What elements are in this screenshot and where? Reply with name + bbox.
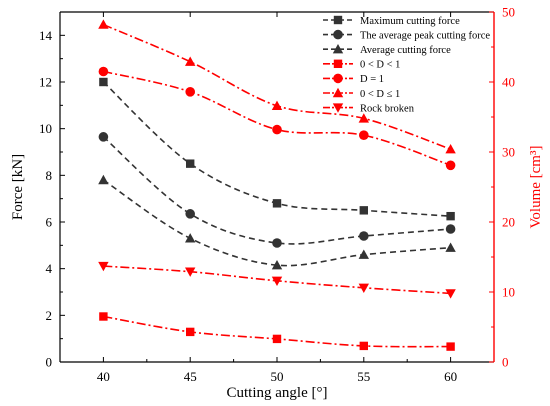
legend-label: Average cutting force	[360, 45, 451, 56]
data-point	[271, 259, 283, 270]
y-left-axis-title: Force [kN]	[10, 154, 26, 220]
series-2	[98, 132, 456, 248]
data-point	[445, 242, 456, 252]
data-point	[271, 276, 283, 286]
series-line	[102, 136, 451, 245]
data-point	[98, 132, 109, 142]
y-left-tick-label: 0	[46, 355, 53, 370]
data-point	[185, 87, 195, 97]
y-right-axis-title: Volume [cm³]	[528, 146, 544, 229]
y-left-tick-label: 14	[39, 28, 53, 43]
data-point	[99, 312, 108, 321]
legend-marker	[332, 44, 344, 54]
data-point	[358, 249, 369, 259]
data-point	[445, 160, 456, 171]
y-left-tick-label: 4	[46, 261, 53, 276]
series-4	[99, 312, 455, 351]
y-right-tick-label: 50	[502, 5, 515, 20]
data-point	[359, 130, 369, 140]
legend-item: 0 < D ≤ 1	[323, 87, 400, 100]
legend-item: 0 < D < 1	[323, 59, 400, 71]
x-tick-label: 40	[97, 369, 110, 384]
data-point	[98, 66, 109, 77]
data-point	[98, 174, 109, 185]
data-point	[446, 342, 455, 351]
series-7	[98, 261, 456, 299]
legend-marker	[333, 73, 343, 84]
legend-label: The average peak cutting force	[360, 30, 490, 41]
legend-label: 0 < D < 1	[360, 60, 400, 71]
legend-label: D = 1	[360, 74, 384, 85]
legend-item: Rock broken	[323, 103, 415, 114]
series-3	[98, 174, 456, 270]
x-tick-label: 55	[357, 369, 370, 384]
y-left-tick-label: 2	[46, 308, 53, 323]
data-point	[359, 206, 368, 215]
x-tick-label: 45	[184, 369, 197, 384]
legend-item: The average peak cutting force	[323, 29, 490, 41]
legend-label: 0 < D ≤ 1	[360, 89, 400, 100]
series-6	[98, 19, 456, 154]
series-line	[103, 70, 451, 167]
y-left-tick-label: 10	[39, 121, 52, 136]
legend-marker	[332, 103, 344, 113]
data-point	[446, 211, 455, 221]
legend-marker	[333, 15, 343, 25]
data-point	[358, 283, 369, 293]
y-right-tick-label: 20	[502, 215, 515, 230]
data-point	[186, 327, 195, 337]
legend-marker	[333, 59, 343, 68]
data-point	[185, 233, 196, 243]
data-point	[185, 56, 196, 66]
data-point	[272, 124, 282, 135]
data-point	[445, 289, 456, 299]
x-axis-title: Cutting angle [°]	[227, 385, 328, 401]
y-left-tick-label: 12	[39, 75, 52, 90]
data-point	[272, 334, 282, 344]
data-point	[272, 238, 282, 248]
y-right-tick-label: 30	[502, 145, 515, 160]
x-tick-label: 50	[271, 369, 284, 384]
legend-item: Average cutting force	[323, 44, 451, 56]
data-point	[358, 113, 369, 123]
data-point	[185, 267, 196, 277]
data-point	[271, 100, 283, 110]
axes: 40 45 50 55 600246810121401020304050Cutting …	[10, 5, 544, 402]
legend-marker	[332, 87, 344, 98]
series-layer	[98, 19, 456, 351]
legend-marker	[333, 29, 343, 40]
data-point	[445, 224, 456, 234]
data-point	[359, 231, 369, 241]
legend-label: Maximum cutting force	[360, 16, 460, 27]
legend-item: D = 1	[323, 73, 384, 85]
data-point	[359, 341, 368, 351]
data-point	[99, 77, 108, 87]
y-left-tick-label: 6	[46, 215, 53, 230]
y-right-tick-label: 0	[502, 355, 509, 370]
y-right-tick-label: 40	[502, 75, 515, 90]
series-1	[99, 77, 455, 221]
data-point	[98, 261, 109, 272]
data-point	[186, 159, 195, 168]
data-point	[185, 209, 195, 219]
series-5	[98, 66, 456, 171]
legend-label: Rock broken	[360, 103, 415, 114]
data-point	[98, 19, 109, 29]
data-point	[445, 144, 456, 154]
legend-item: Maximum cutting force	[323, 16, 460, 27]
x-tick-label: 60	[444, 369, 457, 384]
data-point	[272, 199, 282, 208]
y-left-tick-label: 8	[46, 168, 53, 183]
series-line	[102, 179, 451, 267]
y-right-tick-label: 10	[502, 285, 515, 300]
legend: Maximum cutting force The average peak cu…	[323, 16, 490, 114]
